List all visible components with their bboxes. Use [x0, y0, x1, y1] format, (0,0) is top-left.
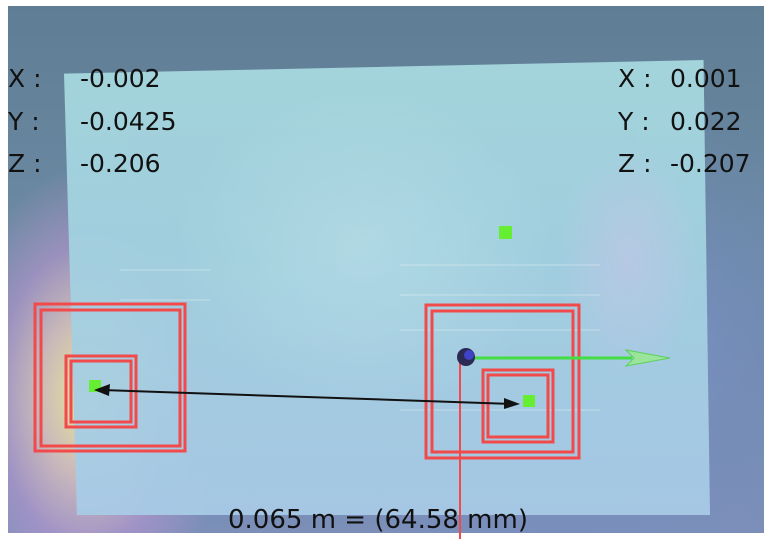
distance-measure-line	[94, 384, 520, 409]
x-axis-arrow-icon	[468, 349, 671, 367]
floating-point-marker-icon	[499, 226, 512, 239]
right-z-label: Z :	[618, 149, 652, 178]
left-x-value: -0.002	[80, 64, 161, 93]
right-y-label: Y :	[618, 107, 650, 136]
left-y-label: Y :	[8, 107, 40, 136]
right-marker-inner-box	[481, 368, 555, 444]
left-y-value: -0.0425	[80, 107, 177, 136]
scan-lines	[120, 264, 600, 411]
scanned-surface-plane	[64, 60, 710, 515]
right-y-value: 0.022	[670, 107, 742, 136]
distance-readout: 0.065 m = (64.58 mm)	[228, 505, 528, 535]
right-marker-outer-box	[424, 303, 581, 460]
origin-sphere-icon	[457, 348, 475, 366]
left-z-value: -0.206	[80, 149, 161, 178]
right-z-value: -0.207	[670, 149, 751, 178]
right-x-value: 0.001	[670, 64, 742, 93]
left-z-label: Z :	[8, 149, 42, 178]
right-x-label: X :	[618, 64, 652, 93]
left-marker-outer-box	[33, 302, 187, 453]
left-x-label: X :	[8, 64, 42, 93]
right-point-marker-icon	[523, 395, 535, 407]
